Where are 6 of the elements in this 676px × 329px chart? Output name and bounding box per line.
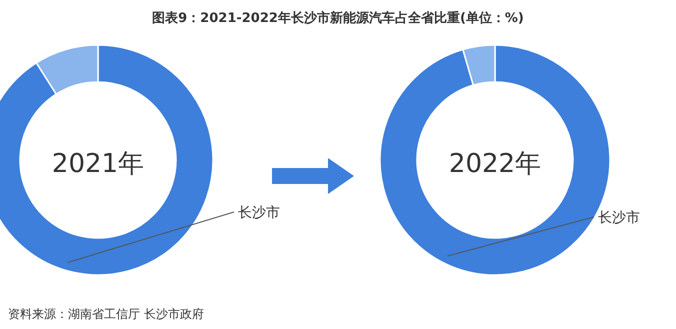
slice-label: 长沙市 (598, 210, 640, 226)
text: 2022年 (448, 149, 542, 179)
text: 图表9：2021-2022年长沙市新能源汽车占全省比重(单位：%) (152, 10, 524, 26)
text: 2021年 (52, 149, 144, 179)
text: 资料来源：湖南省工信厅 长沙市政府 (8, 307, 204, 321)
slice-label: 长沙市 (238, 205, 280, 221)
